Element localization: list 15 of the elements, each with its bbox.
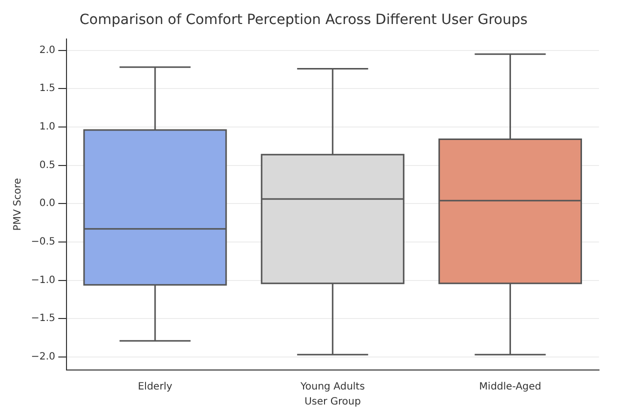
y-tick-label: −2.0 bbox=[30, 352, 56, 363]
y-tick-label: 0.5 bbox=[39, 160, 56, 171]
x-axis-title: User Group bbox=[304, 396, 361, 408]
y-tick-label: −0.5 bbox=[30, 236, 56, 248]
y-tick-label: 2.0 bbox=[39, 44, 56, 56]
y-tick-label: 0.0 bbox=[39, 198, 56, 210]
x-tick-label: Elderly bbox=[138, 382, 172, 393]
y-axis-title: PMV Score bbox=[12, 178, 24, 231]
y-tick-label: −1.0 bbox=[30, 274, 56, 286]
y-tick-label: 1.0 bbox=[39, 122, 56, 133]
chart-title: Comparison of Comfort Perception Across Different User Groups bbox=[79, 12, 528, 28]
x-tick-label: Middle-Aged bbox=[479, 382, 542, 393]
x-tick-label: Young Adults bbox=[299, 382, 365, 393]
y-tick-label: −1.5 bbox=[30, 313, 56, 324]
y-tick-label: 1.5 bbox=[39, 83, 56, 94]
